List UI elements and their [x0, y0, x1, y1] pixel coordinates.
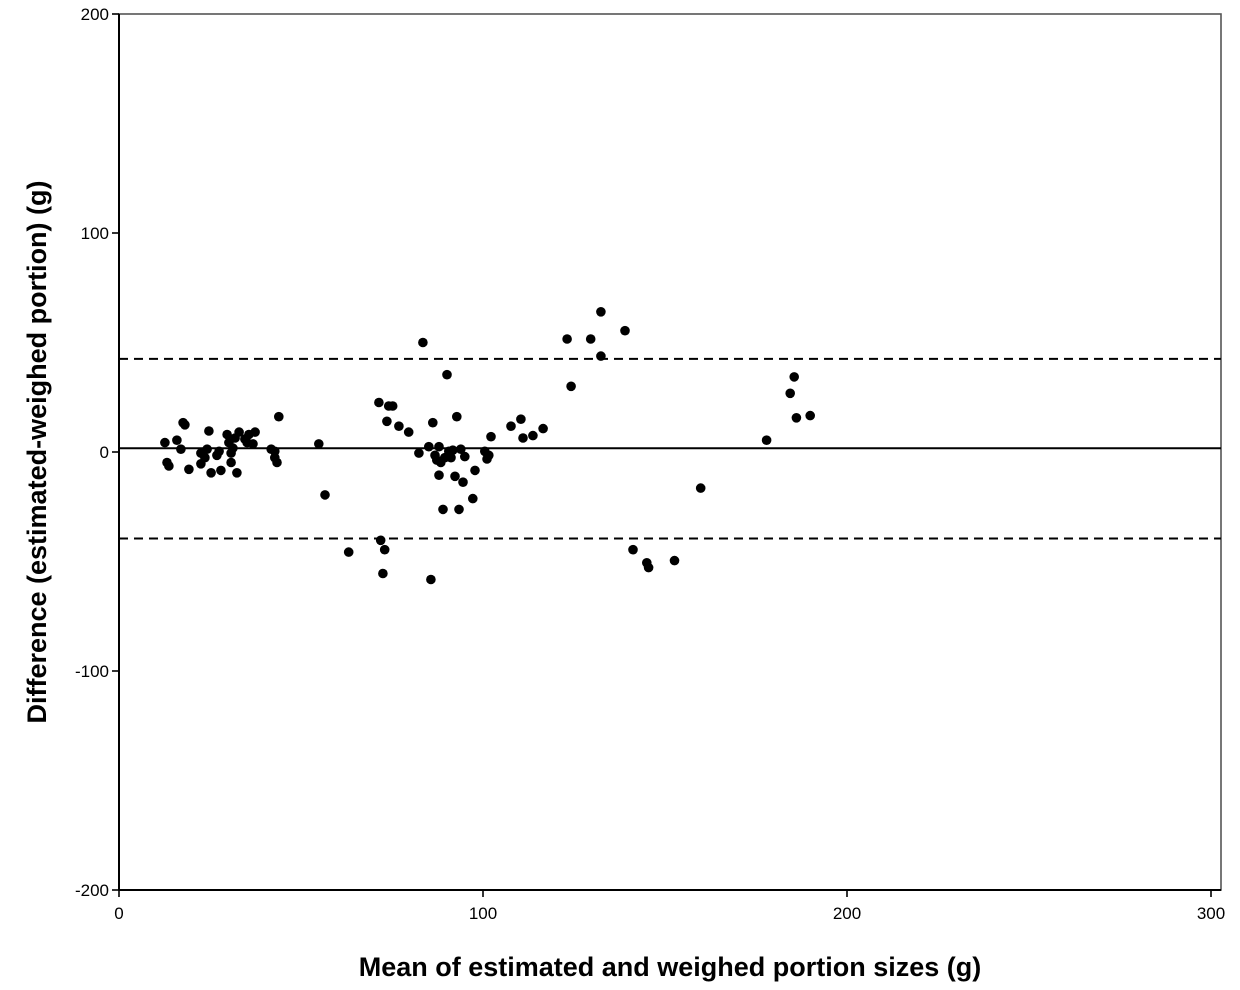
data-point	[216, 465, 226, 476]
data-point	[785, 388, 795, 399]
y-tick-label: -200	[75, 881, 109, 900]
data-point	[789, 372, 799, 382]
x-tick-label: 300	[1197, 904, 1225, 923]
data-point	[805, 410, 815, 421]
data-point	[470, 465, 480, 476]
data-point	[222, 429, 232, 440]
data-point	[394, 421, 404, 432]
data-point	[206, 468, 216, 478]
data-point	[274, 411, 284, 422]
data-point	[620, 325, 630, 336]
data-point	[468, 493, 478, 504]
data-point	[460, 451, 470, 462]
data-point	[214, 446, 224, 457]
y-tick-label: -100	[75, 662, 109, 681]
x-tick-label: 0	[114, 904, 123, 923]
data-point	[172, 435, 182, 446]
data-point	[628, 544, 638, 555]
data-point	[450, 471, 460, 482]
axes-layer: -200 -100 0 100 200 0 100 200 300	[75, 5, 1225, 923]
data-point	[250, 427, 260, 437]
data-point	[458, 477, 468, 488]
plot-frame	[118, 13, 1222, 891]
data-point	[562, 334, 572, 344]
data-point	[446, 452, 456, 463]
data-point	[314, 439, 324, 449]
data-point	[180, 420, 190, 430]
data-point	[414, 448, 424, 458]
data-point	[643, 562, 654, 573]
data-point	[375, 535, 386, 546]
y-axis-title: Difference (estimated-weighed portion) (…	[22, 180, 52, 723]
data-point	[234, 427, 244, 437]
data-point	[596, 307, 606, 317]
data-point	[226, 457, 236, 468]
data-point	[434, 441, 444, 452]
data-point	[204, 426, 214, 436]
data-point	[382, 416, 392, 427]
data-point	[374, 397, 384, 408]
data-point	[538, 423, 548, 434]
data-point	[184, 464, 194, 475]
data-point	[248, 439, 258, 449]
y-tick-label: 200	[81, 5, 109, 24]
data-point	[506, 421, 516, 432]
data-point	[403, 427, 414, 437]
data-point	[434, 470, 444, 481]
data-point	[695, 483, 706, 493]
data-point	[428, 417, 438, 428]
data-point	[378, 568, 388, 579]
data-point	[452, 411, 462, 422]
data-point	[343, 547, 354, 557]
data-point	[791, 413, 802, 423]
data-point	[761, 435, 772, 446]
x-axis-title: Mean of estimated and weighed portion si…	[359, 952, 982, 982]
points-layer	[160, 307, 815, 585]
data-point	[518, 433, 528, 443]
data-point	[484, 450, 494, 461]
data-point	[426, 574, 436, 585]
data-point	[228, 443, 238, 453]
data-point	[585, 334, 596, 344]
data-point	[418, 337, 428, 348]
data-point	[202, 444, 212, 455]
data-point	[442, 369, 452, 380]
data-point	[320, 490, 330, 500]
data-point	[232, 468, 242, 478]
y-tick-label: 100	[81, 224, 109, 243]
data-point	[486, 431, 496, 442]
data-point	[528, 430, 538, 441]
data-point	[516, 414, 526, 425]
data-point	[438, 504, 448, 515]
data-point	[387, 401, 398, 411]
data-point	[424, 441, 434, 452]
x-tick-label: 100	[469, 904, 497, 923]
data-point	[164, 461, 174, 471]
data-point	[448, 445, 458, 456]
data-point	[456, 444, 466, 455]
data-point	[176, 444, 186, 455]
data-point	[379, 544, 390, 555]
data-point	[200, 452, 210, 463]
data-point	[669, 555, 680, 566]
data-point	[272, 457, 282, 468]
data-point	[160, 437, 170, 448]
data-point	[454, 504, 464, 515]
reference-lines-layer	[119, 357, 1221, 540]
data-point	[566, 381, 576, 392]
data-point	[596, 351, 606, 361]
y-tick-label: 0	[100, 443, 109, 462]
x-tick-label: 200	[833, 904, 861, 923]
